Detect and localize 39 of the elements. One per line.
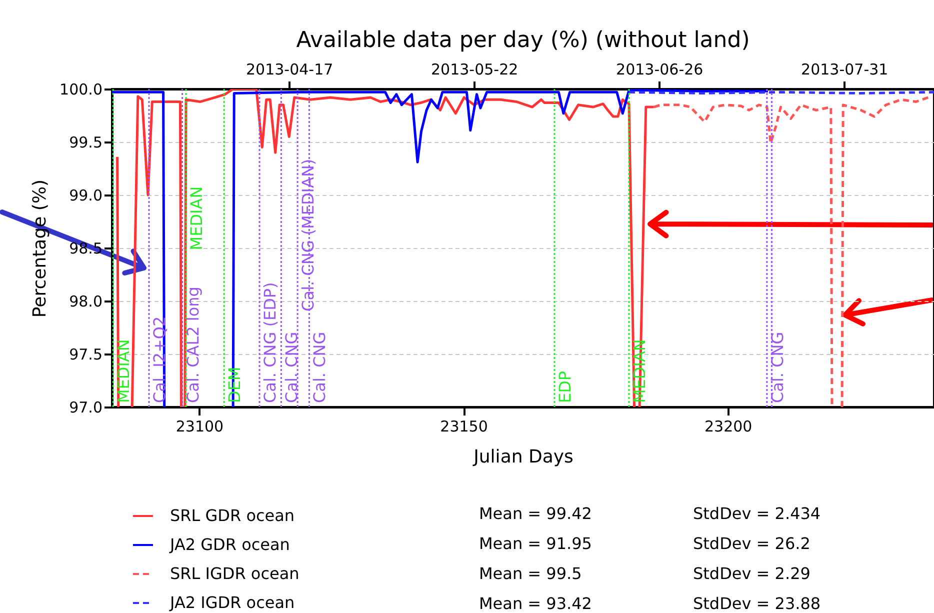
ref-line-label: Cal. I2+Q2	[150, 316, 170, 403]
ref-line-label: MEDIAN	[187, 186, 206, 250]
ref-line-label: MEDIAN	[630, 339, 649, 403]
x-tick-label: 23100	[176, 418, 224, 436]
y-tick-label: 97.0	[69, 398, 102, 416]
text: Mean = 99.5	[479, 564, 582, 584]
x2-tick-label: 2013-06-26	[616, 60, 704, 78]
legend-label: SRL GDR ocean	[170, 506, 295, 525]
y-tick-label: 98.0	[69, 292, 102, 310]
ref-line-label: Cal. CNG (EDP)	[260, 282, 280, 403]
x2-tick-label: 2013-05-22	[431, 60, 518, 78]
y-tick-label: 99.0	[69, 186, 102, 204]
text: StdDev = 23.88	[693, 594, 821, 613]
y-tick-label: 100.0	[60, 80, 102, 98]
text: StdDev = 26.2	[693, 534, 810, 554]
x2-tick-label: 2013-07-31	[801, 60, 888, 78]
ref-line-label: Cal. CNG	[282, 332, 302, 403]
text: Mean = 93.42	[479, 594, 592, 613]
x2-tick-label: 2013-04-17	[246, 60, 334, 78]
legend-label: SRL IGDR ocean	[170, 564, 300, 583]
y-tick-label: 99.5	[69, 134, 102, 152]
ref-line-label: MEDIAN	[114, 339, 134, 403]
y-axis-title: Percentage (%)	[30, 179, 51, 318]
x-tick-label: 23200	[704, 418, 752, 436]
legend-label: JA2 GDR ocean	[169, 535, 290, 554]
ref-line-label: Cal. CAL2 long	[183, 286, 202, 403]
x-axis-title: Julian Days	[472, 446, 574, 468]
chart-title: Available data per day (%) (without land)	[296, 28, 750, 53]
ref-line-label: Cal. CNG	[310, 332, 330, 403]
legend-label: JA2 IGDR ocean	[169, 593, 295, 612]
ref-line-label: Cal. CNG	[768, 332, 787, 403]
ref-line-label: EDP	[555, 370, 574, 403]
text: Mean = 99.42	[479, 504, 592, 524]
y-tick-label: 97.5	[69, 346, 102, 364]
text: StdDev = 2.434	[693, 504, 821, 524]
ref-line-label: DEM	[225, 366, 244, 403]
x-tick-label: 23150	[440, 418, 488, 436]
text: StdDev = 2.29	[693, 564, 810, 584]
text: Mean = 91.95	[479, 534, 592, 554]
